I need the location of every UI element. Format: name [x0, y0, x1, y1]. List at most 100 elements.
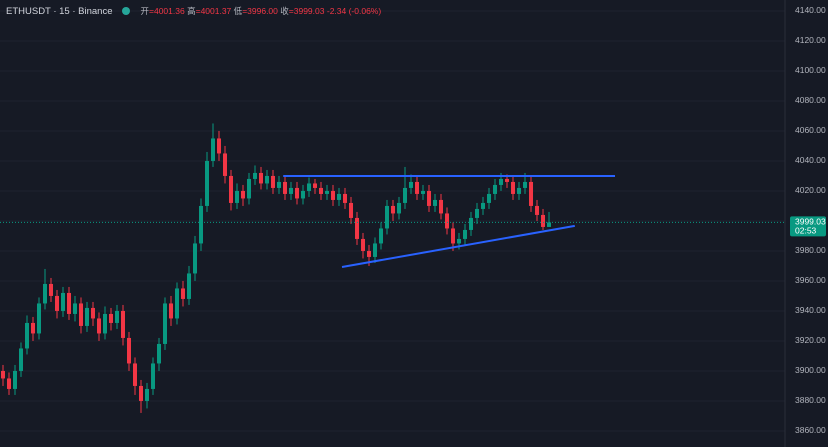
candle-body: [409, 181, 414, 188]
candle-body: [187, 273, 192, 299]
candle-body: [1, 370, 6, 379]
candle-body: [397, 202, 402, 214]
ohlc-key: 低: [233, 6, 243, 16]
candle-body: [73, 303, 78, 314]
candle-body: [121, 310, 126, 338]
candle-body: [127, 337, 132, 364]
candle-body: [181, 288, 186, 299]
candle-body: [319, 187, 324, 194]
candle-body: [49, 283, 54, 296]
y-tick-label: 4140.00: [795, 5, 826, 15]
y-tick-label: 4080.00: [795, 95, 826, 105]
price-tag: [790, 216, 826, 237]
candle-body: [241, 190, 246, 199]
candle-body: [475, 208, 480, 218]
candle-body: [541, 214, 546, 227]
candle-body: [487, 193, 492, 203]
candle-body: [199, 205, 204, 244]
candle-body: [109, 313, 114, 323]
candle-body: [289, 187, 294, 194]
candle-body: [277, 181, 282, 188]
candle-body: [463, 229, 468, 239]
candle-body: [103, 313, 108, 334]
trend-line: [341, 224, 575, 268]
candle-body: [415, 181, 420, 194]
candle-body: [451, 228, 456, 244]
ohlc-value: 3996.00: [247, 6, 278, 16]
candle-body: [325, 190, 330, 194]
candle-body: [427, 190, 432, 206]
candle-body: [523, 181, 528, 188]
candle-body: [205, 160, 210, 206]
ohlc-value: 3999.03: [293, 6, 325, 16]
candle-body: [517, 187, 522, 194]
candle-body: [265, 175, 270, 184]
candle-body: [97, 318, 102, 334]
candle-body: [307, 183, 312, 191]
y-tick-label: 4020.00: [795, 185, 826, 195]
legend-header: ETHUSDT · 15 · Binance 开=4001.36 高=4001.…: [6, 5, 381, 17]
candle-body: [499, 178, 504, 185]
candle-body: [367, 250, 372, 257]
candle-body: [37, 303, 42, 334]
candle-body: [343, 193, 348, 203]
y-tick-label: 3900.00: [795, 365, 826, 375]
y-tick-label: 4040.00: [795, 155, 826, 165]
candle-body: [79, 303, 84, 326]
candle-body: [457, 238, 462, 244]
change: -2.34 (-0.06%): [326, 6, 382, 16]
candle-body: [13, 370, 18, 389]
candle-body: [421, 190, 426, 194]
ohlc-key: 高: [187, 6, 196, 16]
candle-body: [445, 213, 450, 229]
candle-body: [235, 190, 240, 203]
y-tick-label: 4100.00: [795, 65, 826, 75]
candle-body: [433, 199, 438, 206]
countdown: 02:53: [795, 226, 817, 236]
candle-body: [391, 205, 396, 214]
candle-body: [175, 288, 180, 319]
candle-body: [25, 322, 30, 349]
candle-body: [7, 378, 12, 389]
candle-body: [361, 238, 366, 251]
ohlc-value: 4001.36: [153, 6, 185, 16]
candle-body: [259, 172, 264, 184]
y-tick-label: 4120.00: [795, 35, 826, 45]
candle-body: [55, 295, 60, 311]
candle-body: [67, 292, 72, 314]
candle-body: [31, 322, 36, 334]
candle-body: [19, 348, 24, 371]
candle-body: [229, 175, 234, 203]
candle-body: [115, 310, 120, 323]
candle-body: [295, 187, 300, 199]
candle-body: [373, 243, 378, 257]
candle-body: [481, 202, 486, 209]
candle-body: [43, 283, 48, 304]
candle-body: [505, 178, 510, 182]
y-tick-label: 3960.00: [795, 275, 826, 285]
candle-body: [139, 385, 144, 401]
ohlc-value: 4001.37: [200, 6, 232, 16]
candle-body: [253, 172, 258, 179]
candle-body: [301, 190, 306, 199]
y-tick-label: 3980.00: [795, 245, 826, 255]
candle-body: [547, 222, 552, 227]
candle-body: [157, 343, 162, 364]
ohlc-key: 收: [280, 6, 289, 16]
candle-body: [247, 178, 252, 199]
candle-body: [85, 307, 90, 326]
price-tag-label: 3999.03: [795, 217, 826, 227]
candle-body: [193, 243, 198, 274]
candle-body: [355, 217, 360, 239]
candle-body: [331, 190, 336, 200]
status-dot: [122, 7, 131, 15]
symbol: ETHUSDT · 15 · Binance: [6, 5, 113, 17]
candle-body: [403, 187, 408, 203]
candle-body: [61, 292, 66, 311]
candle-body: [271, 175, 276, 188]
y-tick-label: 3940.00: [795, 305, 826, 315]
candle-body: [169, 303, 174, 319]
candle-body: [535, 205, 540, 215]
candle-body: [379, 228, 384, 244]
